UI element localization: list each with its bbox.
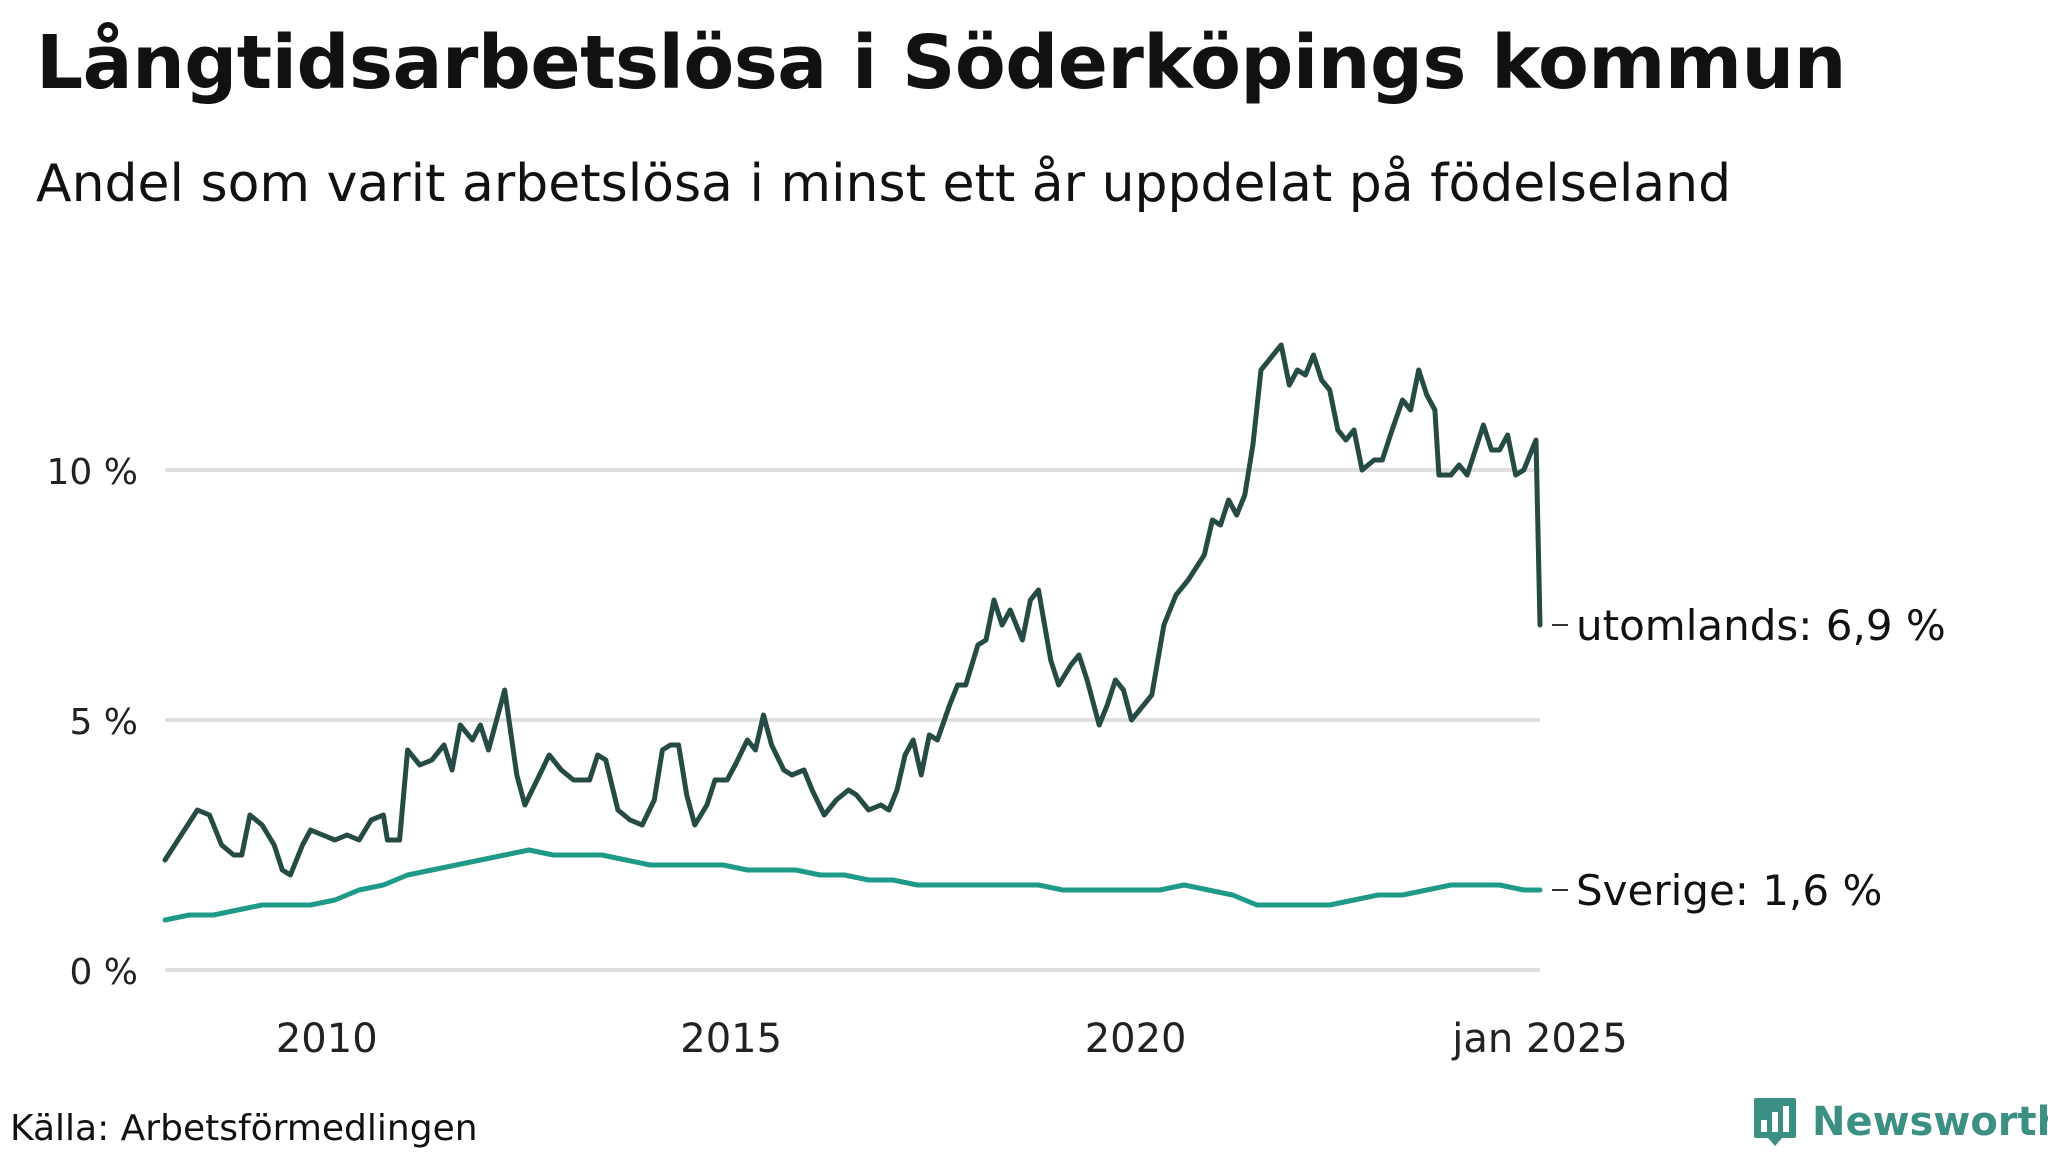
x-tick-label: jan 2025 <box>1451 1016 1628 1062</box>
brand-logo[interactable]: Newsworthy <box>1752 1096 2048 1148</box>
brand-name: Newsworthy <box>1812 1099 2048 1145</box>
x-tick-label: 2020 <box>1085 1016 1187 1062</box>
series-end-labels: utomlands: 6,9 % Sverige: 1,6 % <box>1552 601 1946 915</box>
series-line-sverige <box>162 847 1543 923</box>
y-tick-label: 0 % <box>69 952 138 993</box>
chart-title: Långtidsarbetslösa i Söderköpings kommun <box>36 20 1846 106</box>
y-axis: 0 % 5 % 10 % <box>47 452 138 993</box>
newsworthy-bar-chart-icon <box>1754 1098 1796 1146</box>
end-label-sverige: Sverige: 1,6 % <box>1576 866 1882 915</box>
x-tick-label: 2010 <box>276 1016 378 1062</box>
series-lines <box>162 342 1543 923</box>
y-tick-label: 10 % <box>47 452 138 493</box>
chart-subtitle: Andel som varit arbetslösa i minst ett å… <box>36 154 1732 214</box>
x-tick-label: 2015 <box>680 1016 782 1062</box>
y-gridlines <box>165 468 1540 972</box>
x-axis: 2010 2015 2020 jan 2025 <box>276 1016 1628 1062</box>
series-line-utomlands <box>162 342 1543 878</box>
y-tick-label: 5 % <box>69 702 138 743</box>
end-label-utomlands: utomlands: 6,9 % <box>1576 601 1946 650</box>
source-note: Källa: Arbetsförmedlingen <box>10 1108 478 1149</box>
